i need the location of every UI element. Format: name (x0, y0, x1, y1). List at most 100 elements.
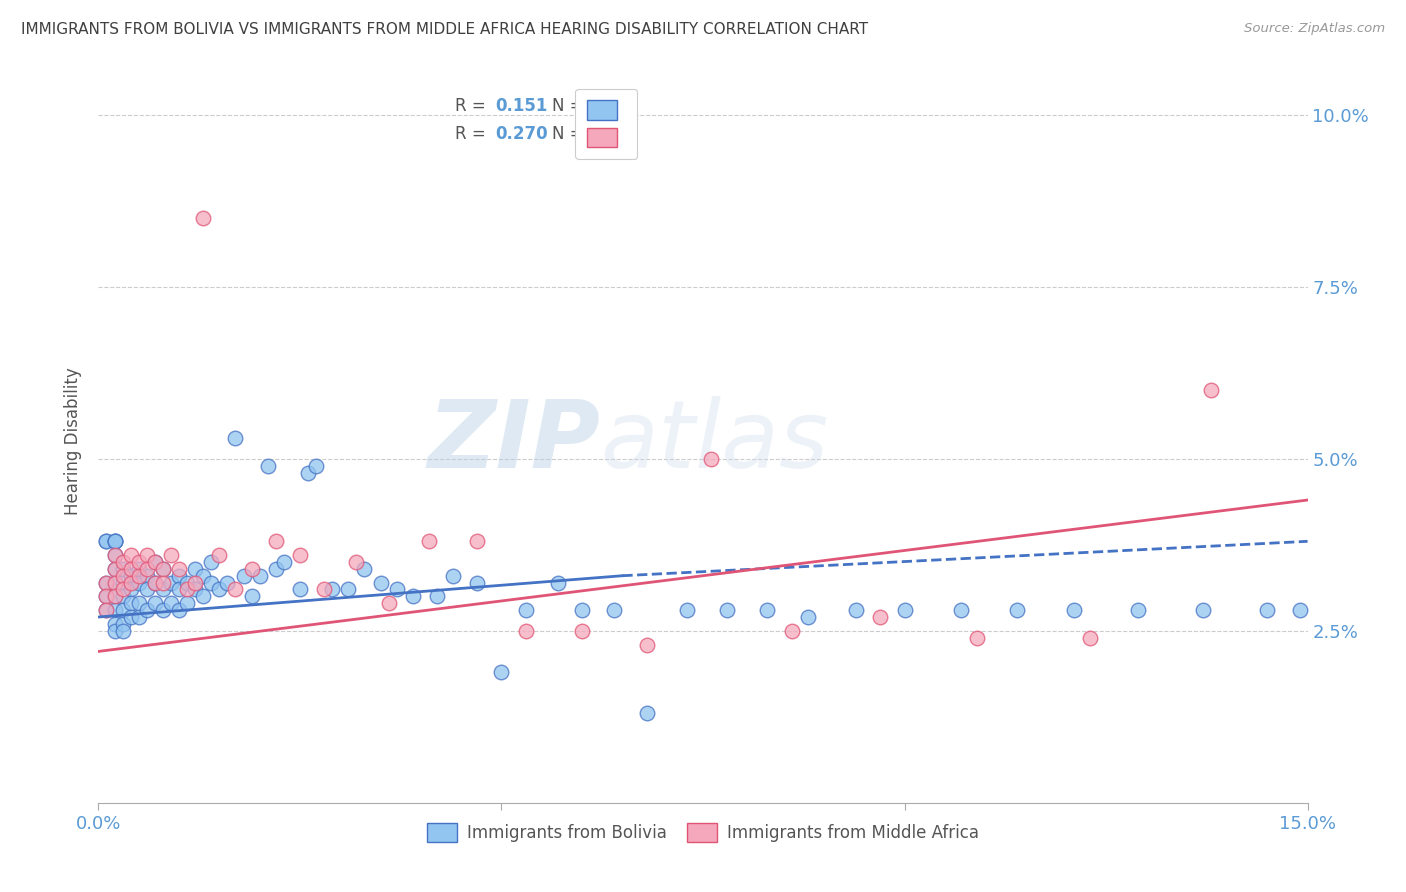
Point (120, 575, 142, 590)
Point (111, 582, 134, 597)
Point (111, 603, 134, 617)
Point (1288, 603, 1310, 617)
Point (288, 548, 311, 562)
Point (1199, 383, 1222, 397)
Point (676, 603, 699, 617)
Point (515, 603, 537, 617)
Point (797, 610, 820, 624)
Point (103, 534, 125, 549)
Point (96, 534, 118, 549)
Point (143, 575, 166, 590)
Text: N =: N = (551, 96, 589, 114)
Point (264, 562, 287, 576)
Point (402, 590, 425, 604)
Point (636, 706, 658, 721)
Point (96, 590, 118, 604)
Point (377, 596, 399, 610)
Point (249, 568, 271, 582)
Point (297, 466, 319, 480)
Text: ZIP: ZIP (427, 395, 600, 488)
Point (426, 590, 449, 604)
Point (700, 451, 723, 466)
Point (1128, 603, 1150, 617)
Point (120, 596, 142, 610)
Point (111, 562, 134, 576)
Point (128, 568, 150, 582)
Point (103, 562, 125, 576)
Point (337, 582, 360, 597)
Point (603, 603, 626, 617)
Point (103, 548, 125, 562)
Point (167, 603, 190, 617)
Text: 91: 91 (586, 96, 609, 114)
Point (103, 548, 125, 562)
Point (128, 596, 150, 610)
Point (120, 582, 142, 597)
Point (256, 458, 278, 473)
Y-axis label: Hearing Disability: Hearing Disability (63, 368, 82, 516)
Point (103, 590, 125, 604)
Point (152, 562, 174, 576)
Point (152, 582, 174, 597)
Point (120, 548, 142, 562)
Point (152, 603, 174, 617)
Point (184, 562, 207, 576)
Point (418, 534, 440, 549)
Point (96, 603, 118, 617)
Point (96, 575, 118, 590)
Point (193, 590, 215, 604)
Point (96, 603, 118, 617)
Point (869, 610, 891, 624)
Point (370, 575, 392, 590)
Point (176, 575, 198, 590)
Point (128, 562, 150, 576)
Point (111, 624, 134, 638)
Point (515, 624, 537, 638)
Point (160, 548, 183, 562)
Point (143, 596, 166, 610)
Point (1063, 603, 1085, 617)
Point (224, 431, 246, 445)
Point (1256, 603, 1278, 617)
Point (160, 575, 183, 590)
Point (184, 582, 207, 597)
Point (111, 568, 134, 582)
Point (200, 575, 222, 590)
Point (966, 631, 988, 645)
Point (441, 568, 464, 582)
Point (305, 458, 328, 473)
Point (103, 624, 125, 638)
Point (780, 624, 803, 638)
Point (845, 603, 868, 617)
Point (547, 575, 569, 590)
Text: R =: R = (456, 126, 491, 144)
Point (949, 603, 972, 617)
Point (103, 562, 125, 576)
Text: 45: 45 (586, 126, 609, 144)
Point (103, 534, 125, 549)
Point (321, 582, 343, 597)
Point (120, 568, 142, 582)
Point (96, 590, 118, 604)
Point (135, 582, 157, 597)
Point (756, 603, 779, 617)
Point (240, 562, 263, 576)
Text: Source: ZipAtlas.com: Source: ZipAtlas.com (1244, 22, 1385, 36)
Point (571, 603, 593, 617)
Point (128, 575, 150, 590)
Point (314, 582, 336, 597)
Point (465, 575, 488, 590)
Point (120, 610, 142, 624)
Text: atlas: atlas (600, 396, 828, 487)
Point (167, 568, 190, 582)
Point (167, 582, 190, 597)
Point (1007, 603, 1029, 617)
Point (152, 575, 174, 590)
Point (103, 575, 125, 590)
Point (176, 582, 198, 597)
Point (111, 590, 134, 604)
Point (120, 562, 142, 576)
Point (273, 555, 295, 569)
Point (264, 534, 287, 549)
Point (111, 555, 134, 569)
